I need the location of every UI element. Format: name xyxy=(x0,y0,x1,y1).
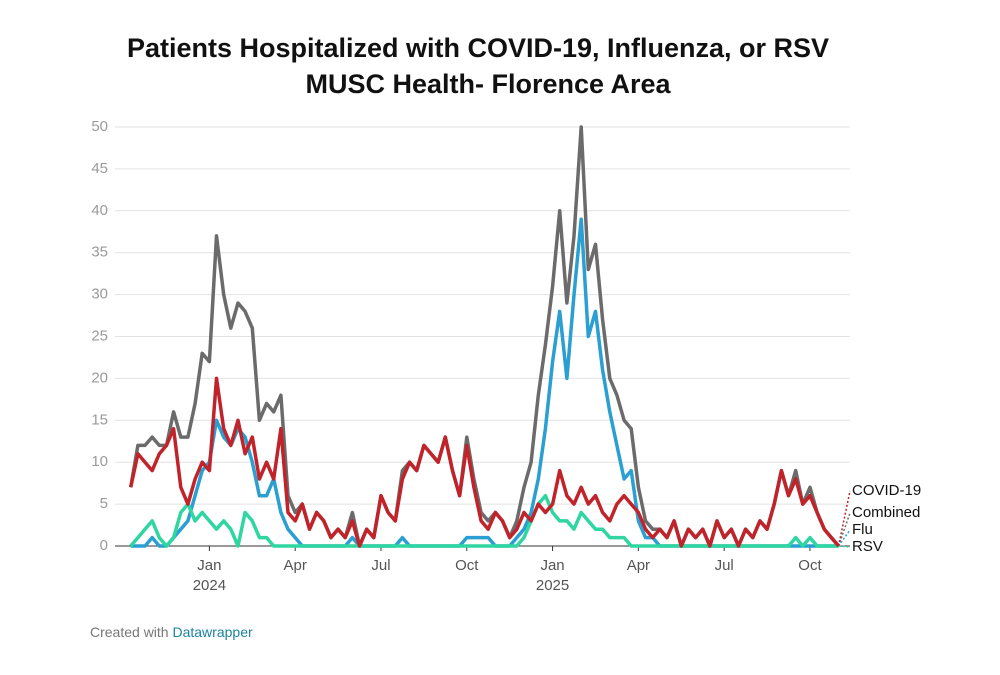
label-leader xyxy=(838,545,851,548)
series-label: Combined xyxy=(852,504,920,521)
y-tick-label: 0 xyxy=(100,537,108,554)
x-tick-label: Jan xyxy=(197,557,221,574)
series-label: Flu xyxy=(852,521,873,538)
x-tick-label: Oct xyxy=(798,557,822,574)
y-tick-label: 35 xyxy=(91,244,108,261)
x-tick-label: Apr xyxy=(627,557,650,574)
y-tick-label: 45 xyxy=(91,160,108,177)
series-label: COVID-19 xyxy=(852,482,921,499)
series-line xyxy=(130,217,839,548)
series-label: RSV xyxy=(852,538,883,555)
chart-title: Patients Hospitalized with COVID-19, Inf… xyxy=(127,33,829,63)
y-tick-label: 20 xyxy=(91,369,108,386)
y-tick-label: 5 xyxy=(100,495,108,512)
y-tick-label: 15 xyxy=(91,411,108,428)
series-line xyxy=(128,376,840,548)
footer: Created with Datawrapper xyxy=(90,624,253,640)
x-tick-label: Jan xyxy=(540,557,564,574)
x-tick-label: Apr xyxy=(284,557,307,574)
x-year-label: 2025 xyxy=(536,577,569,594)
y-tick-label: 50 xyxy=(91,118,108,135)
x-year-label: 2024 xyxy=(193,577,226,594)
y-tick-label: 30 xyxy=(91,286,108,303)
label-leader xyxy=(837,490,851,547)
chart-subtitle: MUSC Health- Florence Area xyxy=(305,69,671,99)
y-tick-label: 10 xyxy=(91,453,108,470)
y-tick-label: 25 xyxy=(91,327,108,344)
series-line xyxy=(129,493,839,548)
footer-text: Created with xyxy=(90,624,169,640)
x-tick-label: Oct xyxy=(455,557,479,574)
label-leader xyxy=(837,529,851,547)
footer-link[interactable]: Datawrapper xyxy=(172,624,252,640)
x-tick-label: Jul xyxy=(371,557,390,574)
x-tick-label: Jul xyxy=(715,557,734,574)
y-tick-label: 40 xyxy=(91,202,108,219)
